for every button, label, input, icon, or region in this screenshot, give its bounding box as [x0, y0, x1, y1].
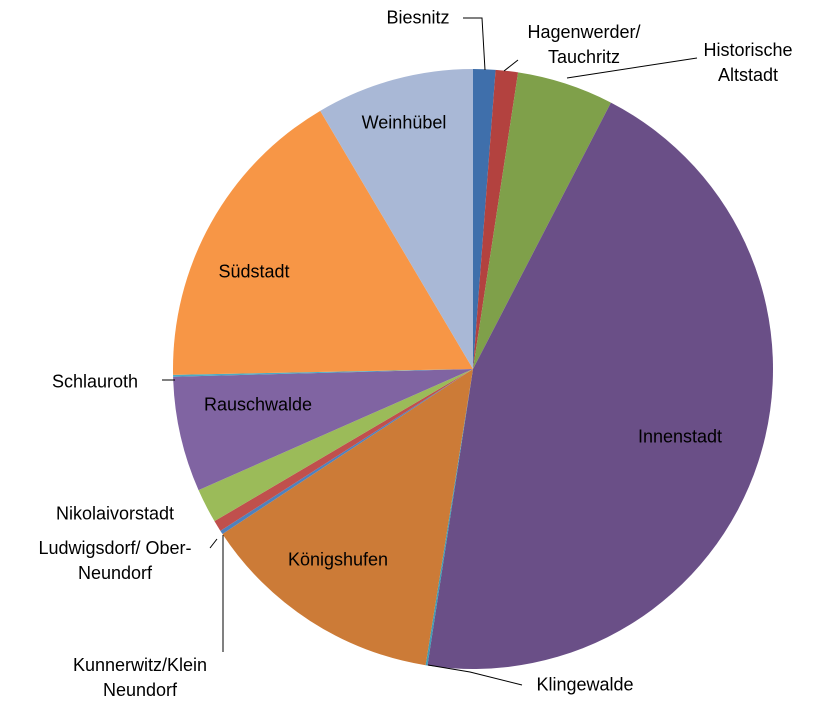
leader-line	[427, 664, 523, 686]
pie-slice	[173, 110, 473, 375]
slice-label: Nikolaivorstadt	[55, 503, 175, 524]
slice-label: Königshufen	[287, 549, 389, 570]
pie-slice	[473, 72, 611, 370]
leader-line	[503, 59, 519, 72]
slice-label: Weinhübel	[361, 112, 447, 133]
pie-slice	[214, 369, 474, 531]
pie-slice	[173, 369, 473, 491]
slice-label: Rauschwalde	[203, 394, 313, 415]
slice-label: Hagenwerder/ Tauchritz	[527, 22, 641, 67]
pie-slice	[220, 369, 473, 534]
leader-line	[209, 538, 218, 549]
pie-slice	[473, 69, 519, 369]
slice-label: Klingewalde	[536, 674, 634, 695]
pie-slice	[425, 369, 473, 666]
pie-slice	[198, 369, 473, 522]
leader-line	[566, 57, 698, 79]
slice-label: Kunnerwitz/Klein Neundorf	[72, 655, 208, 700]
slice-label: Innenstadt	[637, 426, 723, 447]
pie-slice	[173, 369, 473, 377]
slice-label: Biesnitz	[386, 7, 450, 28]
leader-line	[463, 17, 486, 71]
slice-label: Schlauroth	[51, 371, 139, 392]
pie-slice	[320, 69, 473, 369]
slice-label: Historische Altstadt	[703, 40, 793, 85]
slice-label: Ludwigsdorf/ Ober- Neundorf	[38, 538, 192, 583]
slice-label: Südstadt	[218, 261, 290, 282]
pie-slice	[473, 69, 496, 369]
pie-slice	[427, 102, 774, 669]
pie-slice	[222, 369, 473, 666]
